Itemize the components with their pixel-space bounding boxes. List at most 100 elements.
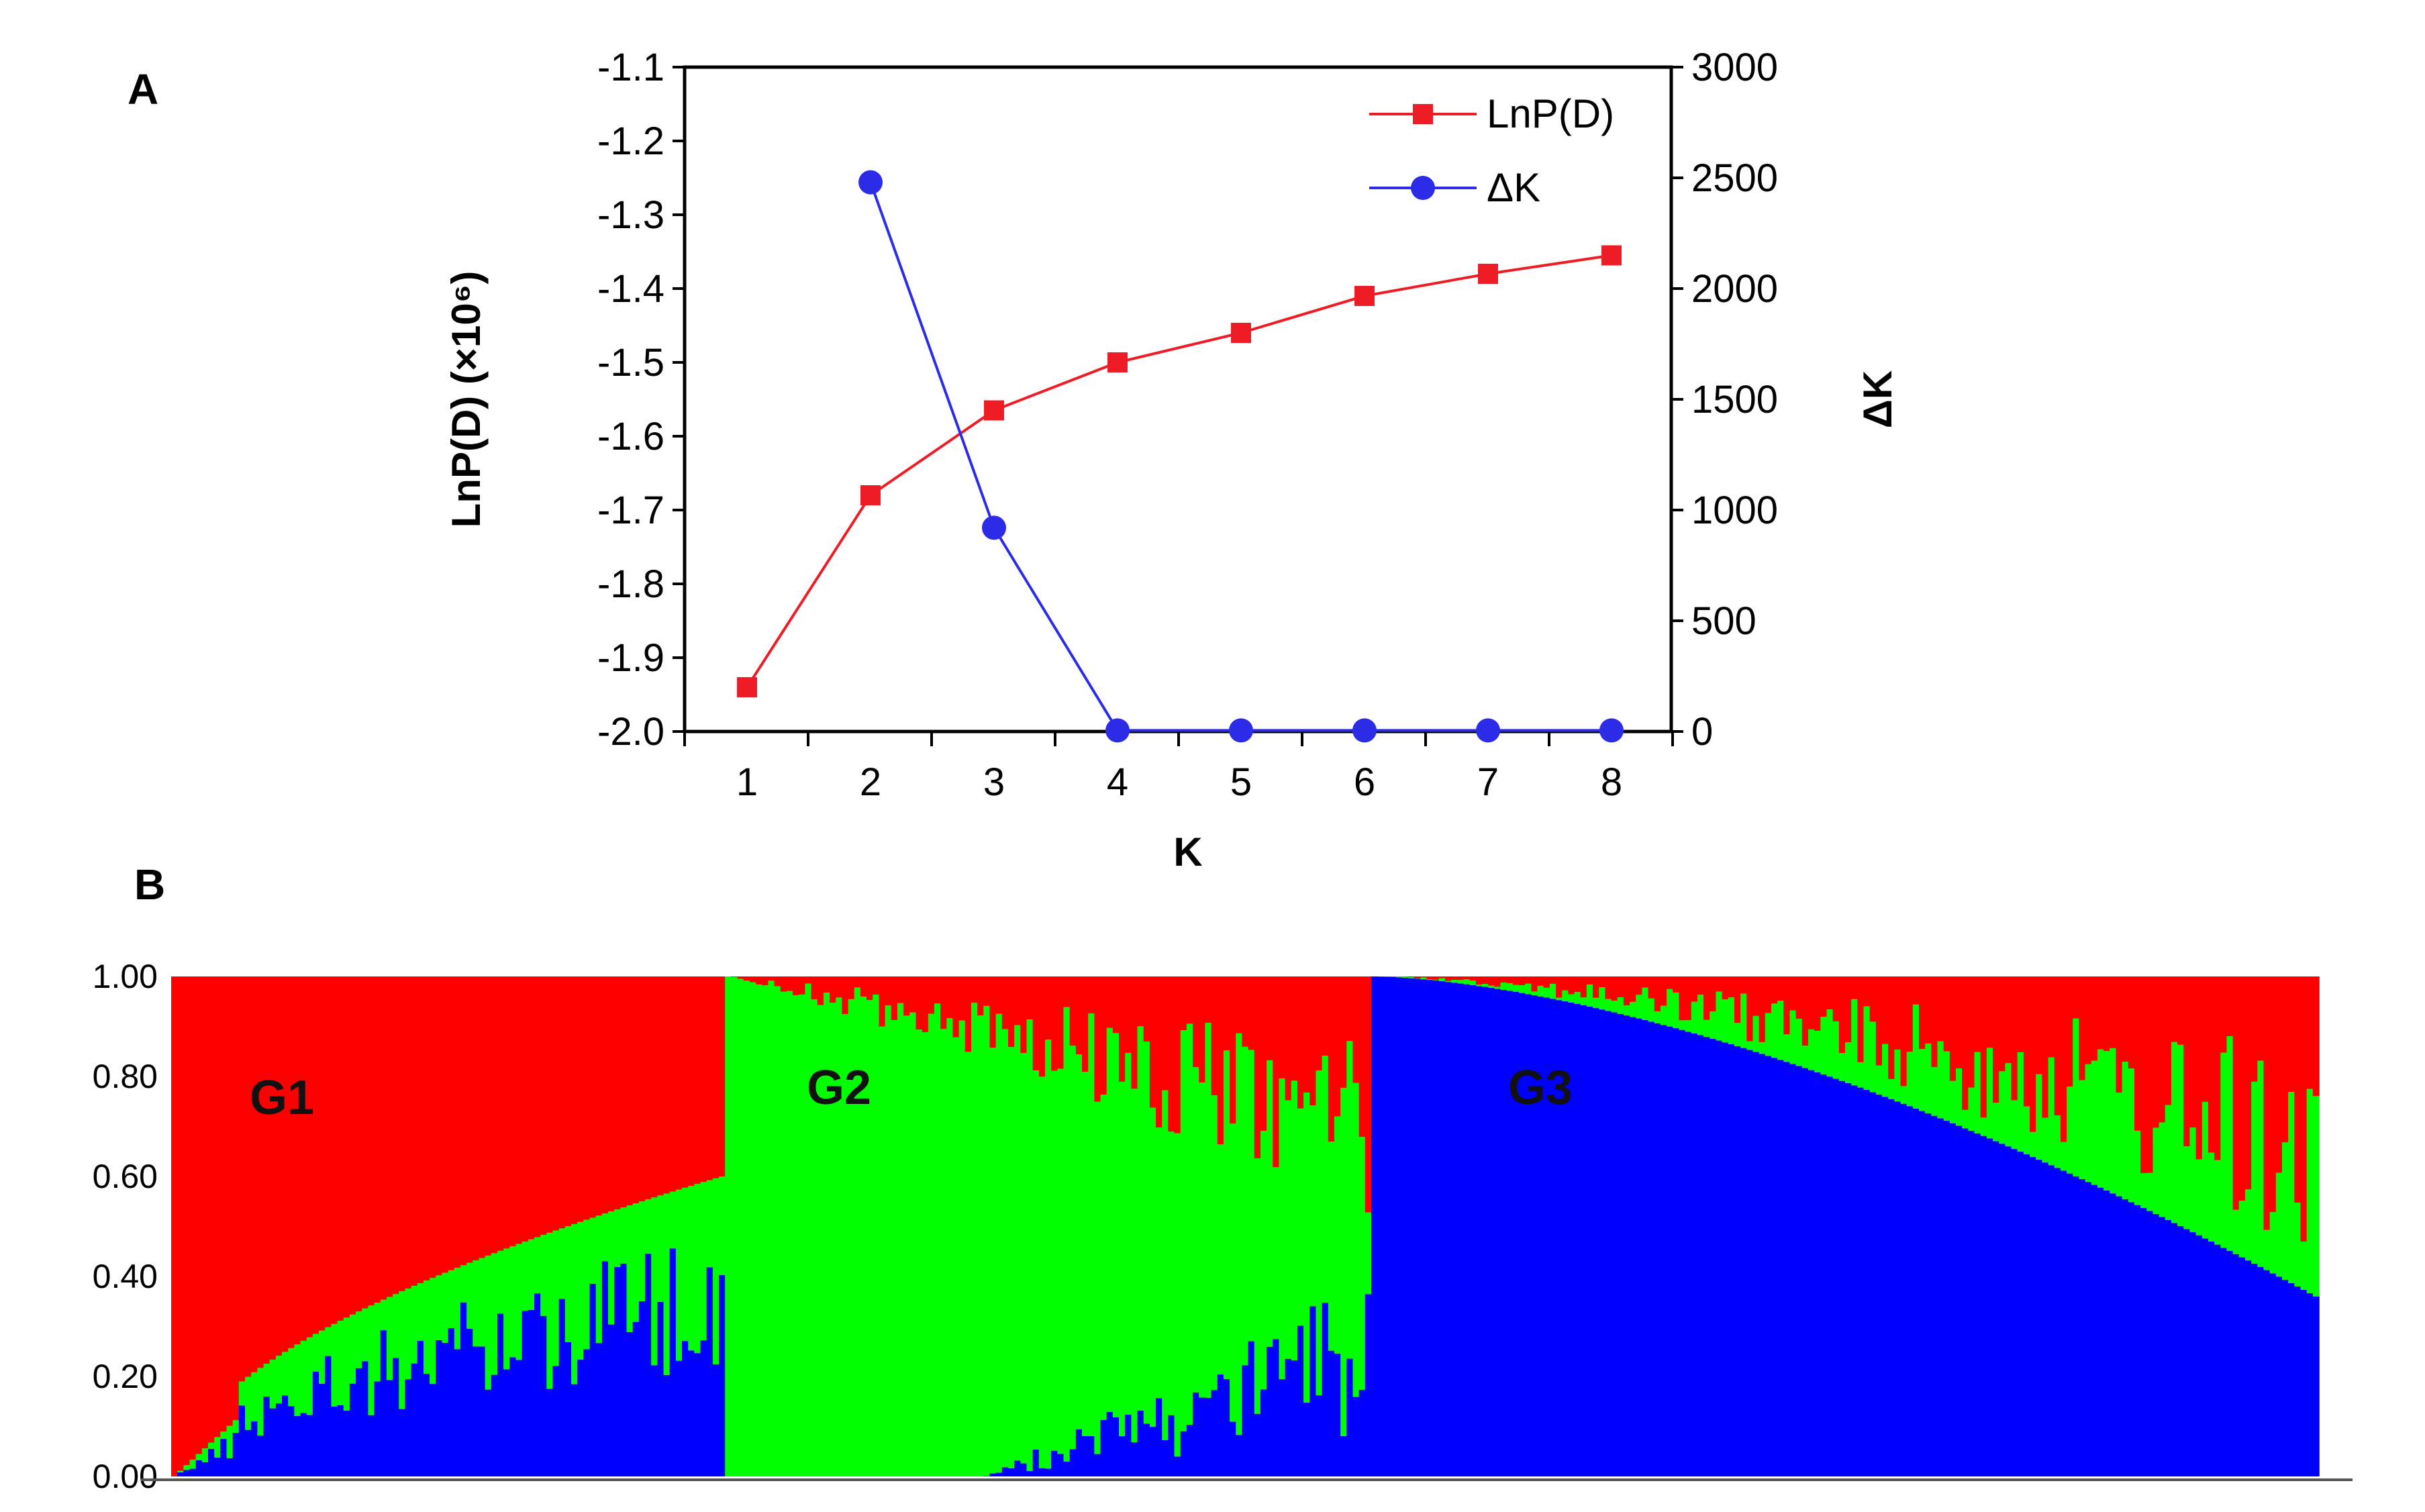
admixture-bar-green: [1168, 1131, 1175, 1415]
admixture-bar-red: [2048, 976, 2055, 1058]
admixture-bar-green: [1205, 1023, 1212, 1398]
admixture-bar-green: [1832, 1021, 1840, 1079]
admixture-bar-red: [1525, 976, 1532, 984]
admixture-bar-blue: [201, 1462, 209, 1476]
admixture-bar-red: [1999, 976, 2006, 1072]
admixture-bar-red: [1617, 976, 1624, 998]
admixture-bar-blue: [1038, 1468, 1046, 1476]
left-y-tick-label: -1.3: [597, 193, 664, 237]
admixture-bar-green: [1340, 1087, 1348, 1436]
admixture-bar-red: [2060, 976, 2067, 1142]
admixture-bar-green: [238, 1381, 246, 1406]
admixture-bar-green: [1519, 985, 1526, 993]
admixture-bar-red: [860, 976, 867, 997]
admixture-bar-blue: [1648, 1021, 1655, 1476]
admixture-bar-blue: [325, 1356, 332, 1476]
admixture-bar-red: [1562, 976, 1569, 991]
panel-a-line-chart: A -1.1 -1.2 -1.3 -1.4 -1.5 -1.6 -1.7 -1.8 -1.9 -2…: [128, 46, 1900, 874]
admixture-bar-blue: [1297, 1325, 1304, 1476]
admixture-bar-green: [675, 1189, 683, 1361]
admixture-bar-green: [2048, 1057, 2055, 1166]
admixture-bar-red: [201, 976, 209, 1449]
admixture-bar-blue: [1075, 1429, 1083, 1476]
admixture-bar-red: [1432, 976, 1440, 980]
admixture-bar-red: [282, 976, 289, 1352]
admixture-bar-blue: [473, 1346, 480, 1476]
admixture-bar-green: [2251, 1081, 2259, 1264]
admixture-bar-green: [1273, 1167, 1280, 1340]
admixture-bar-red: [2312, 976, 2320, 1097]
admixture-bar-blue: [497, 1313, 504, 1476]
admixture-bar-green: [1457, 980, 1465, 984]
admixture-bar-green: [479, 1258, 486, 1347]
admixture-bar-red: [245, 976, 252, 1377]
admixture-bar-red: [1075, 976, 1083, 1055]
admixture-bar-blue: [1685, 1031, 1692, 1476]
admixture-bar-green: [263, 1364, 270, 1397]
admixture-bar-blue: [1814, 1072, 1822, 1476]
admixture-bar-green: [1722, 999, 1729, 1043]
admixture-bar-blue: [1586, 1007, 1593, 1476]
admixture-bar-blue: [356, 1368, 363, 1476]
admixture-bar-blue: [1801, 1068, 1809, 1476]
admixture-bar-red: [356, 976, 363, 1312]
admixture-bar-red: [2023, 976, 2030, 1107]
admixture-bar-green: [983, 1005, 991, 1476]
admixture-bar-green: [2104, 1051, 2111, 1191]
admixture-bar-green: [811, 999, 818, 1476]
admixture-bar-red: [958, 976, 966, 1021]
admixture-bar-green: [1007, 1047, 1015, 1468]
admixture-bar-red: [1020, 976, 1028, 1054]
admixture-bar-blue: [183, 1470, 191, 1476]
admixture-bar-green: [558, 1228, 566, 1299]
admixture-bar-red: [1340, 976, 1348, 1088]
admixture-bar-green: [1734, 1023, 1741, 1046]
admixture-bar-green: [2269, 1212, 2277, 1274]
admixture-bar-red: [964, 976, 972, 1052]
admixture-bar-blue: [1020, 1463, 1028, 1476]
admixture-bar-red: [171, 976, 178, 1476]
admixture-bar-red: [238, 976, 246, 1382]
admixture-bar-blue: [2294, 1286, 2302, 1476]
admixture-bar-red: [288, 976, 295, 1348]
admixture-bar-red: [669, 976, 677, 1192]
admixture-bar-green: [786, 991, 793, 1476]
admixture-bar-green: [1685, 1020, 1692, 1032]
admixture-bar-red: [1740, 976, 1748, 994]
admixture-bar-green: [719, 1176, 726, 1275]
admixture-bar-red: [1586, 976, 1593, 985]
admixture-bar-blue: [2195, 1235, 2203, 1476]
admixture-bar-blue: [1254, 1413, 1261, 1476]
lnpd-point: [1478, 264, 1498, 284]
admixture-bar-blue: [1174, 1456, 1181, 1476]
admixture-bar-green: [1291, 1080, 1298, 1360]
admixture-bar-green: [1026, 1019, 1034, 1472]
admixture-bar-red: [583, 976, 591, 1220]
admixture-bar-blue: [558, 1299, 566, 1476]
admixture-bar-green: [269, 1360, 277, 1409]
admixture-bar-blue: [1580, 1005, 1587, 1476]
admixture-bar-green: [1556, 997, 1563, 1001]
admixture-bar-green: [2005, 1063, 2012, 1147]
admixture-bar-blue: [503, 1369, 511, 1476]
admixture-bar-blue: [571, 1384, 578, 1476]
admixture-bar-red: [515, 976, 523, 1244]
admixture-bar-green: [614, 1209, 622, 1267]
x-axis-title: K: [1173, 829, 1202, 874]
admixture-bar-green: [226, 1425, 234, 1458]
admixture-bar-green: [1949, 1080, 1957, 1123]
admixture-bar-blue: [1426, 980, 1434, 1476]
admixture-bar-green: [2288, 1092, 2295, 1284]
admixture-bar-green: [2263, 1229, 2271, 1270]
admixture-bar-green: [977, 1015, 985, 1476]
admixture-bar-red: [2079, 976, 2086, 1080]
admixture-bar-red: [1974, 976, 1981, 1052]
admixture-bar-green: [909, 1012, 917, 1476]
admixture-bar-green: [1352, 1082, 1360, 1397]
admixture-bar-red: [1426, 976, 1434, 980]
admixture-bar-green: [2220, 1052, 2228, 1248]
admixture-bar-blue: [1168, 1415, 1175, 1476]
admixture-bar-blue: [540, 1315, 548, 1476]
admixture-bar-red: [1482, 976, 1489, 985]
